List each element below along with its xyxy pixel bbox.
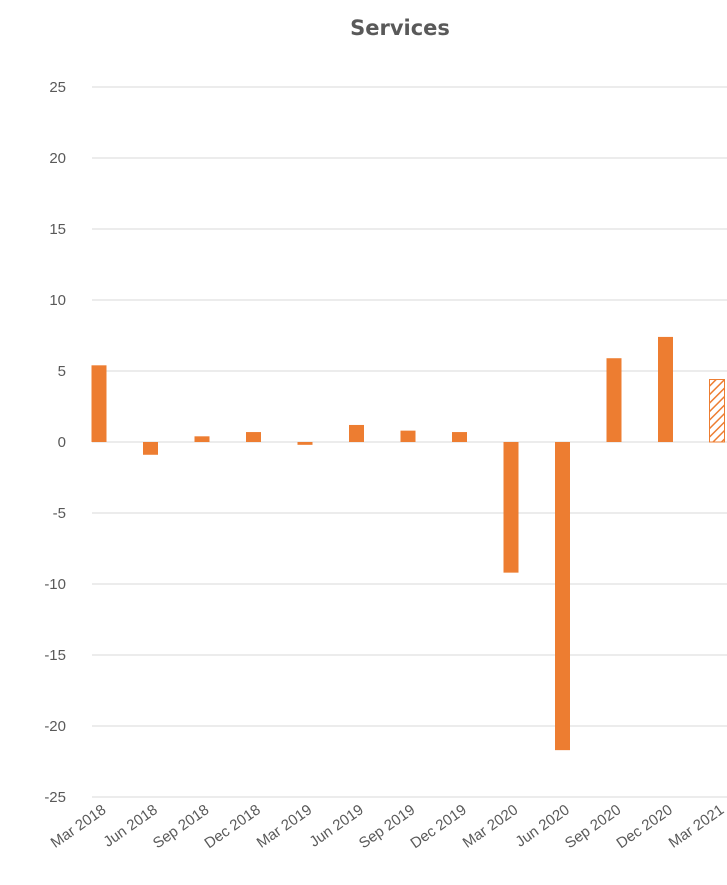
x-tick-label: Sep 2019 [356, 801, 418, 852]
bars [91, 336, 725, 751]
chart-title: Services [350, 16, 450, 40]
y-tick-label: 0 [58, 434, 66, 451]
x-tick-label: Mar 2019 [254, 801, 316, 851]
x-tick-label: Dec 2019 [407, 801, 469, 852]
bar [452, 432, 467, 442]
bar [194, 436, 210, 442]
bar [297, 442, 313, 445]
bar [400, 430, 416, 442]
x-tick-label: Mar 2020 [460, 801, 522, 851]
y-tick-label: -25 [44, 789, 66, 806]
x-tick-label: Jun 2019 [306, 801, 366, 850]
bar [246, 432, 261, 442]
bar [709, 379, 725, 443]
bar [349, 424, 364, 442]
y-tick-label: 15 [49, 221, 66, 238]
y-axis-ticks: 25 20 15 10 5 0 -5 -10 -15 -20 -25 [44, 79, 66, 806]
x-tick-label: Sep 2018 [150, 801, 212, 852]
gridlines [92, 86, 727, 798]
x-tick-label: Mar 2018 [48, 801, 110, 851]
x-tick-label: Sep 2020 [562, 801, 624, 852]
y-tick-label: -10 [44, 576, 66, 593]
bar [143, 442, 158, 455]
x-tick-label: Dec 2018 [201, 801, 263, 852]
y-tick-label: 10 [49, 292, 66, 309]
x-tick-label: Jun 2018 [100, 801, 160, 850]
y-tick-label: -15 [44, 647, 66, 664]
x-tick-label: Mar 2021 [666, 801, 727, 851]
y-tick-label: -5 [53, 505, 66, 522]
y-tick-label: 25 [49, 79, 66, 96]
bar [503, 442, 519, 573]
y-tick-label: 5 [58, 363, 66, 380]
bar [555, 442, 570, 751]
y-tick-label: -20 [44, 718, 66, 735]
bar [658, 336, 673, 442]
x-tick-label: Jun 2020 [512, 801, 572, 850]
bar [606, 358, 622, 442]
y-tick-label: 20 [49, 150, 66, 167]
x-tick-label: Dec 2020 [613, 801, 675, 852]
bar [91, 365, 107, 442]
